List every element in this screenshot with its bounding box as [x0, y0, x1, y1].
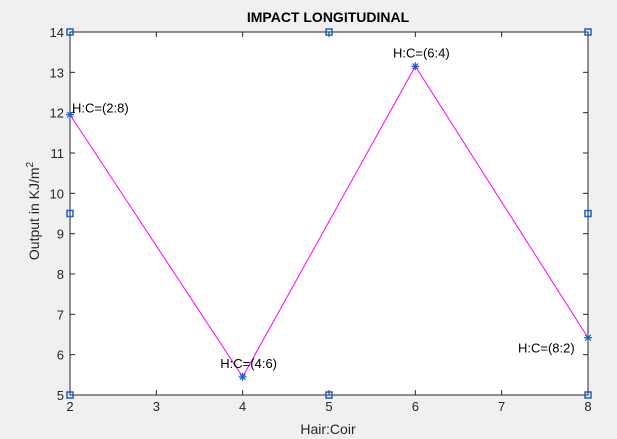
x-tick-label: 5 — [325, 399, 332, 414]
x-tick-label: 7 — [498, 399, 505, 414]
data-point-marker — [66, 110, 74, 119]
y-tick-label: 5 — [57, 388, 64, 403]
data-annotation: H:C=(8:2) — [518, 341, 575, 356]
marker-stroke — [66, 111, 74, 118]
square-marker — [66, 209, 74, 218]
x-tick-labels: 2 3 4 5 6 7 8 — [66, 399, 591, 414]
plot-area — [69, 31, 589, 396]
y-tick-label: 13 — [50, 65, 64, 80]
marker-stroke — [584, 334, 592, 341]
y-tick-label: 8 — [57, 267, 64, 282]
data-point-marker — [411, 62, 420, 71]
square-marker — [584, 391, 592, 399]
square-marker — [66, 391, 74, 399]
y-tick-label: 14 — [50, 25, 64, 40]
data-annotation: H:C=(4:6) — [220, 356, 277, 371]
marker-stroke — [239, 373, 246, 381]
chart-title: IMPACT LONGITUDINAL — [247, 9, 410, 25]
marker-stroke — [412, 63, 419, 70]
square-markers — [66, 28, 592, 399]
square-marker — [325, 28, 333, 36]
series-line — [69, 65, 589, 378]
y-axis-label: Output in KJ/m2 — [25, 161, 42, 260]
data-point-markers — [66, 62, 592, 381]
x-tick-label: 3 — [153, 399, 160, 414]
square-marker — [584, 28, 592, 36]
y-tick-label: 7 — [57, 307, 64, 322]
data-annotations: H:C=(2:8) H:C=(4:6) H:C=(6:4) H:C=(8:2) — [72, 45, 575, 371]
x-tick-label: 4 — [239, 399, 246, 414]
x-tick-label: 2 — [66, 399, 73, 414]
x-axis-label: Hair:Coir — [300, 421, 356, 437]
data-point-marker — [238, 372, 247, 381]
data-point-marker — [584, 333, 592, 342]
x-tick-label: 8 — [584, 399, 591, 414]
square-marker — [325, 391, 333, 399]
y-tick-label: 9 — [57, 227, 64, 242]
y-tick-label: 6 — [57, 348, 64, 363]
x-tick-label: 6 — [412, 399, 419, 414]
y-tick-label: 11 — [51, 146, 65, 161]
data-annotation: H:C=(2:8) — [72, 101, 129, 116]
y-tick-labels: 5 6 7 8 9 10 11 12 13 14 — [50, 25, 64, 403]
y-tick-label: 10 — [50, 186, 64, 201]
series-layer — [69, 65, 589, 378]
square-marker — [584, 209, 592, 218]
y-axis-label-superscript: 2 — [25, 161, 36, 167]
data-annotation: H:C=(6:4) — [393, 45, 450, 60]
square-marker — [66, 28, 74, 36]
y-tick-label: 12 — [50, 106, 64, 121]
y-axis-label-main: Output in KJ/m — [26, 167, 42, 260]
